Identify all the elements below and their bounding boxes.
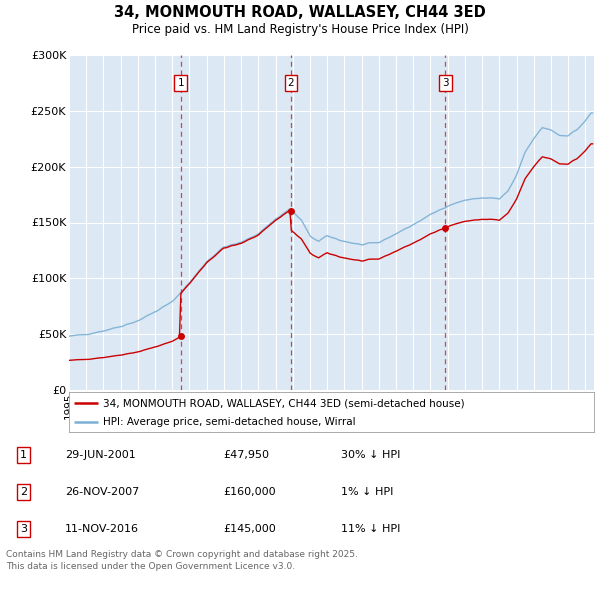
Text: Contains HM Land Registry data © Crown copyright and database right 2025.
This d: Contains HM Land Registry data © Crown c… xyxy=(6,550,358,571)
Text: £47,950: £47,950 xyxy=(224,450,269,460)
Text: 2: 2 xyxy=(20,487,27,497)
Text: 1% ↓ HPI: 1% ↓ HPI xyxy=(341,487,394,497)
Text: 2: 2 xyxy=(288,78,295,88)
Text: 3: 3 xyxy=(20,525,27,535)
Text: 1: 1 xyxy=(178,78,184,88)
Text: 11-NOV-2016: 11-NOV-2016 xyxy=(65,525,139,535)
Text: HPI: Average price, semi-detached house, Wirral: HPI: Average price, semi-detached house,… xyxy=(103,417,356,427)
Text: 30% ↓ HPI: 30% ↓ HPI xyxy=(341,450,401,460)
Text: 29-JUN-2001: 29-JUN-2001 xyxy=(65,450,136,460)
Text: £160,000: £160,000 xyxy=(224,487,276,497)
Text: Price paid vs. HM Land Registry's House Price Index (HPI): Price paid vs. HM Land Registry's House … xyxy=(131,23,469,36)
Text: 3: 3 xyxy=(442,78,449,88)
Text: £145,000: £145,000 xyxy=(224,525,277,535)
Text: 11% ↓ HPI: 11% ↓ HPI xyxy=(341,525,401,535)
Text: 34, MONMOUTH ROAD, WALLASEY, CH44 3ED (semi-detached house): 34, MONMOUTH ROAD, WALLASEY, CH44 3ED (s… xyxy=(103,398,465,408)
Text: 26-NOV-2007: 26-NOV-2007 xyxy=(65,487,139,497)
Text: 34, MONMOUTH ROAD, WALLASEY, CH44 3ED: 34, MONMOUTH ROAD, WALLASEY, CH44 3ED xyxy=(114,5,486,20)
Text: 1: 1 xyxy=(20,450,27,460)
